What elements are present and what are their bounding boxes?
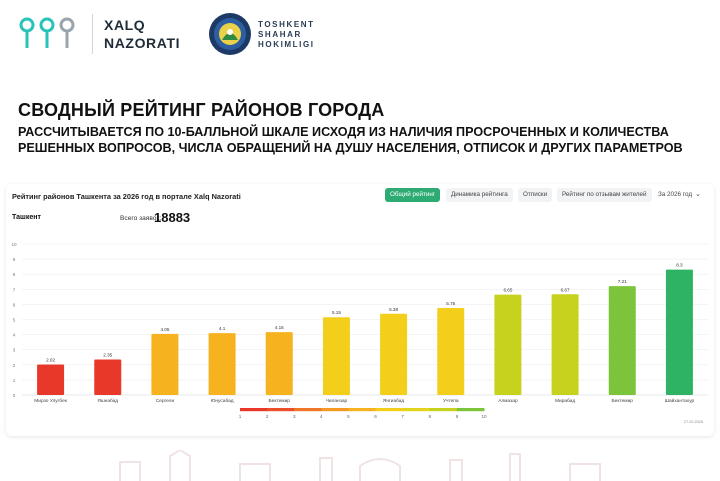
legend-scale-segment (456, 408, 485, 412)
legend-scale-segment (294, 408, 322, 412)
bar-value-label: 2.02 (46, 357, 55, 362)
city-line-1: TOSHKENT (258, 20, 315, 29)
bar-value-label: 5.38 (389, 307, 398, 312)
x-tick-label: Учтепа (443, 398, 459, 404)
bar-value-label: 6.67 (561, 287, 570, 292)
card-title: Рейтинг районов Ташкента за 2026 год в п… (12, 192, 241, 201)
legend-scale-tick: 10 (481, 414, 487, 419)
y-tick-label: 5 (13, 318, 16, 323)
tab-resident-feedback[interactable]: Рейтинг по отзывам жителей (557, 188, 652, 202)
bar (608, 286, 636, 395)
x-tick-label: Юнусабад (211, 398, 234, 404)
city-line-3: HOKIMLIGI (258, 40, 315, 49)
brand-line-2: NAZORATI (104, 35, 181, 51)
y-tick-label: 9 (13, 257, 16, 262)
bar-value-label: 5.15 (332, 310, 341, 315)
bar (665, 269, 693, 395)
x-tick-label: Бектемир (612, 398, 634, 404)
city-skyline-watermark-icon (119, 450, 601, 481)
page-title: СВОДНЫЙ РЕЙТИНГ РАЙОНОВ ГОРОДА (18, 100, 385, 120)
legend-scale-tick: 4 (320, 414, 323, 419)
page-subtitle: РАССЧИТЫВАЕТСЯ ПО 10-БАЛЛЬНОЙ ШКАЛЕ ИСХО… (18, 125, 683, 155)
chevron-down-icon: ⌄ (695, 191, 701, 198)
city-administration-label: TOSHKENT SHAHAR HOKIMLIGI (258, 20, 315, 50)
legend-scale-tick: 9 (456, 414, 459, 419)
bar (551, 294, 579, 395)
legend-scale-segment (321, 408, 349, 412)
x-tick-label: Чиланзар (326, 398, 348, 404)
legend-scale-segment (240, 408, 268, 412)
x-tick-label: Мирабад (555, 398, 575, 404)
xalq-nazorati-logo-icon (19, 17, 75, 48)
tab-rating-dynamics[interactable]: Динамика рейтинга (446, 188, 513, 202)
legend-scale-segment (402, 408, 431, 412)
x-tick-label: Бектемир (269, 398, 291, 404)
bar (494, 294, 522, 395)
total-requests-value: 18883 (154, 210, 191, 225)
bar-value-label: 4.1 (219, 326, 226, 331)
legend-scale-tick: 5 (347, 414, 350, 419)
bar (151, 333, 179, 395)
y-tick-label: 7 (13, 287, 16, 292)
y-tick-label: 3 (13, 348, 16, 353)
legend-scale-tick: 7 (401, 414, 404, 419)
legend-scale-tick: 2 (266, 414, 269, 419)
bar (37, 364, 65, 395)
bar-value-label: 7.21 (618, 279, 627, 284)
legend-scale-segment (267, 408, 295, 412)
year-select-value: За 2026 год (658, 191, 693, 198)
city-line-2: SHAHAR (258, 30, 302, 39)
legend-scale-segment (348, 408, 377, 412)
bar-value-label: 4.05 (160, 327, 169, 332)
bar-value-label: 2.35 (103, 353, 112, 358)
legend-scale-tick: 3 (293, 414, 296, 419)
brand-line-1: XALQ (104, 17, 146, 33)
bar-value-label: 4.16 (275, 325, 284, 330)
year-select[interactable]: За 2026 год ⌄ (658, 188, 701, 202)
bar-value-label: 5.76 (446, 301, 455, 306)
header-divider (92, 14, 93, 54)
legend-scale-segment (429, 408, 458, 412)
legend-scale-tick: 6 (374, 414, 377, 419)
y-tick-label: 0 (13, 393, 16, 398)
bar-value-label: 6.65 (503, 288, 512, 293)
legend-scale-tick: 8 (428, 414, 431, 419)
brand-name: XALQ NAZORATI (104, 16, 180, 52)
tab-formal-replies[interactable]: Отписки (518, 188, 553, 202)
y-tick-label: 4 (13, 333, 16, 338)
y-tick-label: 10 (11, 242, 17, 247)
x-tick-label: Шайхантахур (665, 397, 695, 404)
bar (94, 359, 122, 395)
y-tick-label: 6 (13, 302, 16, 307)
bar-value-label: 8.3 (676, 263, 683, 268)
x-tick-label: Алмазар (498, 398, 518, 404)
x-tick-label: Мирзо Улугбек (34, 398, 67, 404)
rating-bar-chart: 0 1 2 3 4 5 6 7 8 9 10 2.02 Мирзо Улугбек 2.35 Яшнабад… (11, 242, 708, 419)
region-name: Ташкент (12, 214, 41, 221)
x-tick-label: Яшнабад (97, 398, 118, 404)
tashkent-hokimligi-seal-icon (209, 13, 251, 55)
footnote-date: 27.02.2026 (684, 420, 704, 424)
bar (265, 332, 293, 395)
y-tick-label: 2 (13, 363, 16, 368)
x-tick-label: Сергели (156, 398, 175, 404)
bar (380, 313, 408, 395)
y-tick-label: 8 (13, 272, 16, 277)
y-tick-label: 1 (13, 378, 16, 383)
total-requests-label: Всего заявок: (120, 215, 162, 222)
rating-card: Рейтинг районов Ташкента за 2026 год в п… (6, 184, 714, 436)
legend-scale-tick: 1 (239, 414, 242, 419)
bar (208, 333, 236, 395)
legend-scale-segment (375, 408, 404, 412)
tab-overall-rating[interactable]: Общий рейтинг (385, 188, 441, 202)
bar (322, 317, 350, 395)
bar (437, 308, 465, 395)
x-tick-label: Янгиабад (383, 398, 405, 404)
